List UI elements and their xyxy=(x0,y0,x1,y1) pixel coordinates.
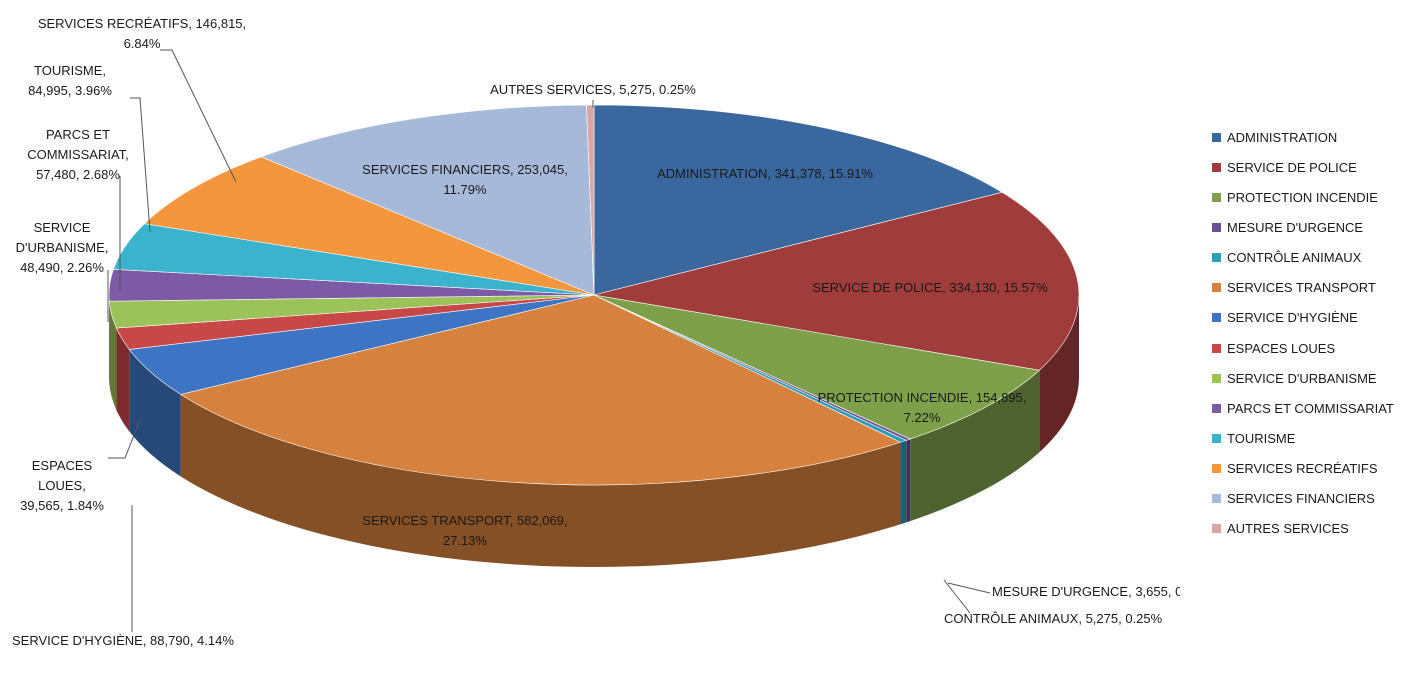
slice-autres-services xyxy=(586,104,595,296)
slice-service-de-police xyxy=(593,191,1080,371)
data-label-tourisme: TOURISME, 84,995, 3.96% xyxy=(28,63,112,98)
data-label-service-d-urbanisme: SERVICE D'URBANISME, 48,490, 2.26% xyxy=(16,220,109,275)
pie-slices xyxy=(108,104,1080,486)
legend-swatch xyxy=(1212,192,1221,202)
legend-label: AUTRES SERVICES xyxy=(1227,521,1349,537)
legend-swatch xyxy=(1212,162,1221,172)
legend-label: ESPACES LOUES xyxy=(1227,340,1336,356)
data-label-parcs-et-commissariat: PARCS ET COMMISSARIAT, 57,480, 2.68% xyxy=(27,127,129,182)
data-label-service-d-hygiene: SERVICE D'HYGIÈNE, 88,790, 4.14% xyxy=(12,633,234,648)
legend-label: SERVICE D'URBANISME xyxy=(1227,370,1377,386)
legend-swatch xyxy=(1212,253,1221,263)
pie-sides xyxy=(109,295,1079,567)
legend-item-service-de-police: SERVICE DE POLICE xyxy=(1212,152,1412,182)
legend-item-services-recreatifs: SERVICES RECRÉATIFS xyxy=(1212,454,1412,484)
data-label-service-de-police: SERVICE DE POLICE, 334,130, 15.57% xyxy=(812,280,1048,295)
legend-item-service-d-hygiene: SERVICE D'HYGIÈNE xyxy=(1212,303,1412,333)
legend-swatch xyxy=(1212,373,1221,383)
legend-label: PARCS ET COMMISSARIAT xyxy=(1227,400,1394,416)
legend-label: SERVICES FINANCIERS xyxy=(1227,491,1375,507)
legend-item-controle-animaux: CONTRÔLE ANIMAUX xyxy=(1212,243,1412,273)
leader-espaces-loues xyxy=(108,419,141,459)
legend-item-services-financiers: SERVICES FINANCIERS xyxy=(1212,484,1412,514)
legend-label: TOURISME xyxy=(1227,430,1296,446)
data-label-services-recreatifs: SERVICES RECRÉATIFS, 146,815, 6.84% xyxy=(38,16,246,51)
side-mesure-d-urgence xyxy=(906,439,911,523)
legend-swatch xyxy=(1212,132,1221,142)
data-label-autres-services: AUTRES SERVICES, 5,275, 0.25% xyxy=(490,82,696,97)
legend-item-service-d-urbanisme: SERVICE D'URBANISME xyxy=(1212,363,1412,393)
slice-protection-incendie xyxy=(593,294,1041,440)
data-labels: ADMINISTRATION, 341,378, 15.91% SERVICE D… xyxy=(12,16,1180,648)
data-label-services-transport: SERVICES TRANSPORT, 582,069, 27.13% xyxy=(362,513,567,548)
data-label-protection-incendie: PROTECTION INCENDIE, 154,895, 7.22% xyxy=(818,390,1027,425)
legend-label: SERVICE DE POLICE xyxy=(1227,159,1357,175)
slice-services-transport xyxy=(179,294,902,486)
legend-label: ADMINISTRATION xyxy=(1227,129,1338,145)
side-controle-animaux xyxy=(900,440,907,525)
legend-item-mesure-d-urgence: MESURE D'URGENCE xyxy=(1212,212,1412,242)
legend-label: SERVICE D'HYGIÈNE xyxy=(1227,310,1358,326)
data-label-administration: ADMINISTRATION, 341,378, 15.91% xyxy=(657,166,873,181)
side-service-d-hygiene xyxy=(129,349,181,477)
data-label-mesure-d-urgence: MESURE D'URGENCE, 3,655, 0.17% xyxy=(992,584,1180,599)
legend-label: MESURE D'URGENCE xyxy=(1227,219,1364,235)
leader-mesure-d-urgence xyxy=(947,582,991,594)
legend-item-protection-incendie: PROTECTION INCENDIE xyxy=(1212,182,1412,212)
data-label-services-financiers: SERVICES FINANCIERS, 253,045, 11.79% xyxy=(362,162,568,197)
side-espaces-loues xyxy=(116,328,130,432)
legend-swatch xyxy=(1212,403,1221,413)
leader-controle-animaux xyxy=(943,579,971,614)
legend-label: PROTECTION INCENDIE xyxy=(1227,189,1378,205)
legend-swatch xyxy=(1212,433,1221,443)
legend-swatch xyxy=(1212,524,1221,534)
legend-label: CONTRÔLE ANIMAUX xyxy=(1227,250,1362,266)
leader-tourisme xyxy=(130,97,151,233)
label-leader-lines xyxy=(107,49,991,632)
slice-services-financiers xyxy=(260,104,595,296)
legend-item-espaces-loues: ESPACES LOUES xyxy=(1212,333,1412,363)
slice-administration xyxy=(593,104,1003,296)
legend-item-tourisme: TOURISME xyxy=(1212,423,1412,453)
legend-item-services-transport: SERVICES TRANSPORT xyxy=(1212,273,1412,303)
data-label-controle-animaux: CONTRÔLE ANIMAUX, 5,275, 0.25% xyxy=(944,611,1163,626)
side-protection-incendie xyxy=(910,370,1040,522)
legend-item-administration: ADMINISTRATION xyxy=(1212,122,1412,152)
pie-chart: ADMINISTRATION, 341,378, 15.91% SERVICE D… xyxy=(12,16,1180,648)
side-services-transport xyxy=(180,394,901,567)
side-service-de-police xyxy=(1039,295,1079,453)
legend-item-autres-services: AUTRES SERVICES xyxy=(1212,514,1412,544)
legend-swatch xyxy=(1212,343,1221,353)
legend-swatch xyxy=(1212,464,1221,474)
legend-swatch xyxy=(1212,222,1221,232)
legend-swatch xyxy=(1212,313,1221,323)
legend: ADMINISTRATION SERVICE DE POLICE PROTECTIO… xyxy=(1212,122,1412,544)
legend-label: SERVICES TRANSPORT xyxy=(1227,280,1376,296)
side-service-d-urbanisme xyxy=(109,301,117,411)
legend-swatch xyxy=(1212,494,1221,504)
legend-item-parcs-et-commissariat: PARCS ET COMMISSARIAT xyxy=(1212,393,1412,423)
legend-label: SERVICES RECRÉATIFS xyxy=(1227,461,1378,477)
data-label-espaces-loues: ESPACES LOUES, 39,565, 1.84% xyxy=(20,458,104,513)
leader-services-recreatifs xyxy=(160,49,237,183)
legend-swatch xyxy=(1212,283,1221,293)
